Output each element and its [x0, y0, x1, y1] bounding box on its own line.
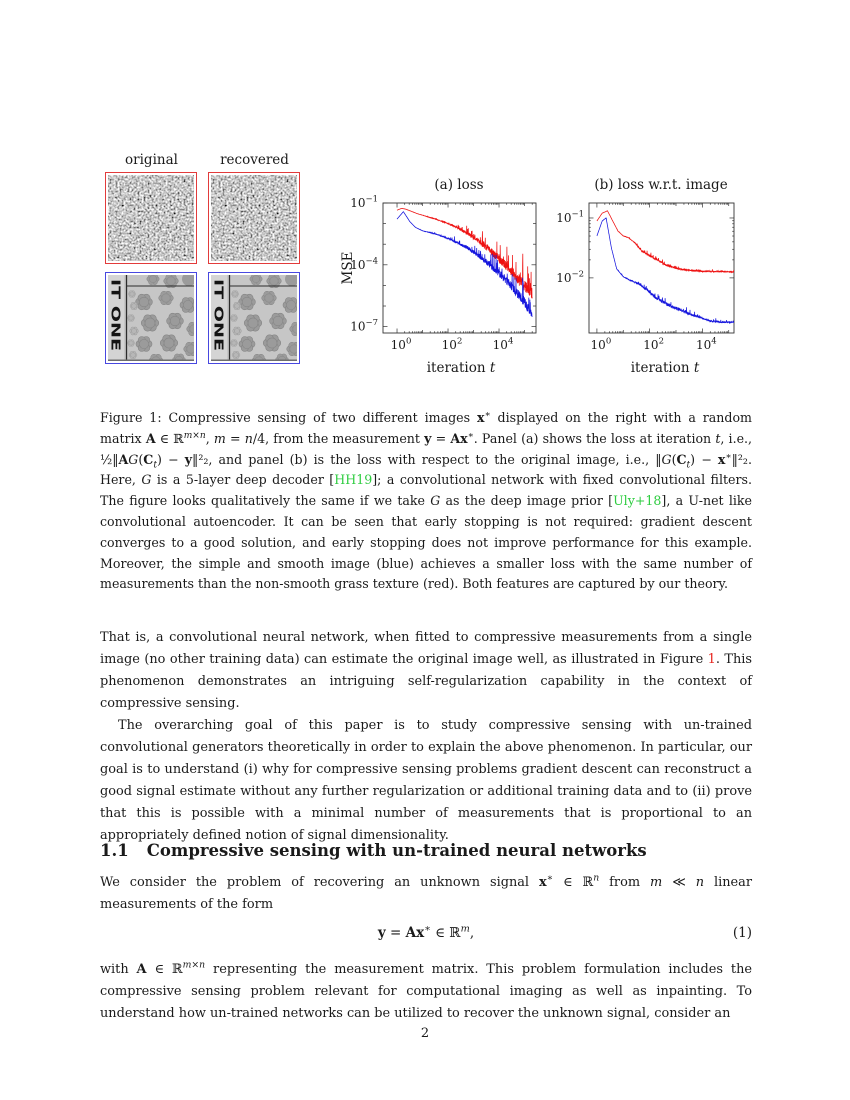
paragraph-4: with A ∈ ℝm×n representing the measureme…	[100, 959, 753, 1021]
grass-texture-image	[211, 175, 297, 261]
paragraph-2: The overarching goal of this paper is to…	[100, 718, 752, 843]
svg-text:102: 102	[442, 337, 463, 353]
series-blue	[596, 217, 734, 325]
svg-text:10−2: 10−2	[556, 269, 584, 285]
panel-a: 100 102 104 10−7 10−4 10−1 (a) loss iteration t…	[340, 177, 537, 376]
svg-text:10−1: 10−1	[350, 195, 378, 211]
label-recovered: recovered	[220, 152, 289, 168]
svg-text:104: 104	[696, 337, 717, 353]
phantom-image	[211, 275, 297, 361]
equation-body: y = Ax∗ ∈ ℝm,	[377, 923, 475, 941]
svg-text:10−4: 10−4	[350, 256, 378, 272]
panel-title: (b) loss w.r.t. image	[594, 177, 727, 193]
panel-title: (a) loss	[434, 177, 483, 193]
series-blue	[396, 211, 533, 317]
series-red	[596, 210, 734, 274]
phantom-image	[108, 275, 194, 361]
paragraph-1: That is, a convolutional neural network,…	[100, 630, 752, 711]
svg-text:100: 100	[591, 337, 612, 353]
section-number: 1.1	[100, 841, 129, 860]
figure-caption: Figure 1: Compressive sensing of two dif…	[100, 409, 753, 592]
image-grass-recovered	[208, 172, 300, 264]
svg-text:102: 102	[643, 337, 664, 353]
page-number: 2	[420, 1026, 430, 1041]
body-block-1: That is, a convolutional neural network,…	[100, 627, 752, 847]
x-axis-label: iteration t	[631, 360, 700, 376]
section-heading: 1.1 Compressive sensing with un-trained n…	[100, 841, 752, 860]
y-axis-label: MSE	[340, 252, 356, 285]
equation-number: (1)	[732, 925, 752, 941]
svg-text:10−1: 10−1	[556, 209, 584, 225]
grass-texture-image	[108, 175, 194, 261]
image-phantom-recovered	[208, 272, 300, 364]
svg-text:104: 104	[493, 337, 514, 353]
x-axis-label: iteration t	[427, 360, 496, 376]
series-red	[396, 208, 533, 299]
loss-plots: 100 102 104 10−7 10−4 10−1 (a) loss iteration t…	[340, 177, 735, 376]
svg-text:10−7: 10−7	[350, 318, 378, 334]
svg-text:100: 100	[391, 337, 412, 353]
equation-1: y = Ax∗ ∈ ℝm, (1)	[100, 923, 752, 941]
label-original: original	[125, 152, 178, 168]
panel-b: 100 102 104 10−2 10−1 (b) loss w.r.t. image it…	[556, 177, 735, 376]
paragraph-3: We consider the problem of recovering an…	[100, 872, 752, 912]
section-title: Compressive sensing with un-trained neur…	[146, 841, 647, 860]
image-phantom-original	[105, 272, 197, 364]
image-grass-original	[105, 172, 197, 264]
